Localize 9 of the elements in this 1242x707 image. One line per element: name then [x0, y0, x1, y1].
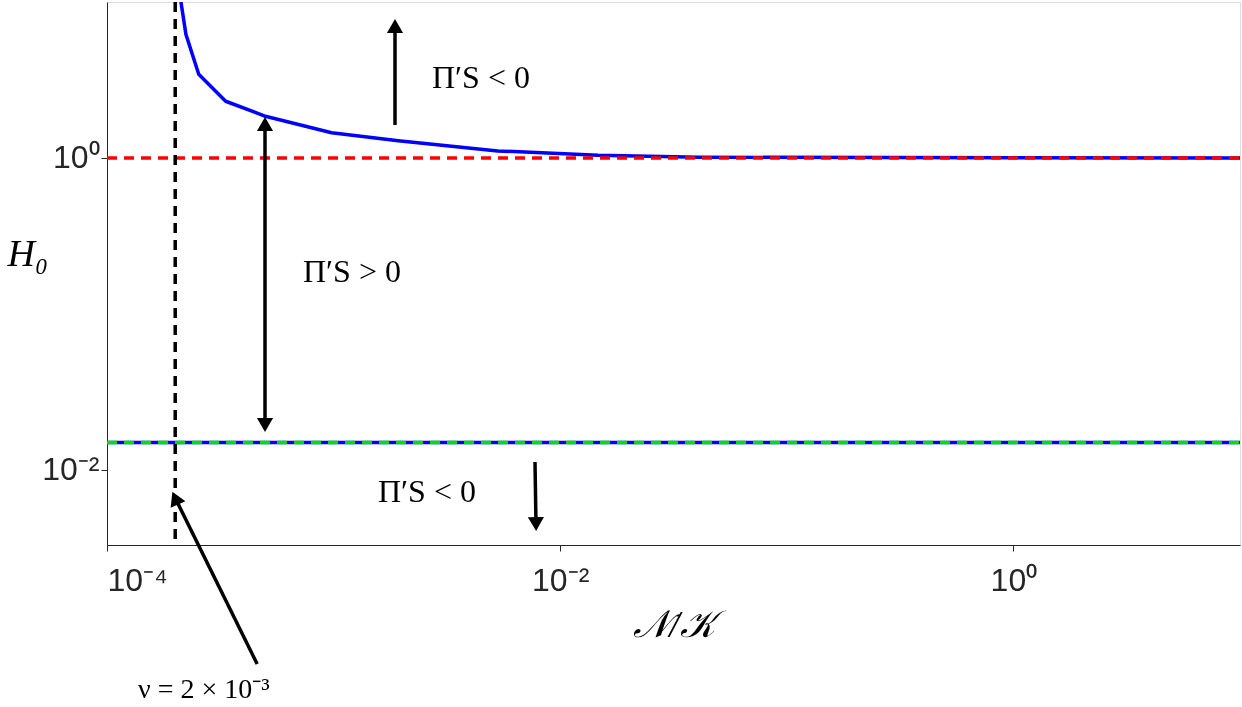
annotation: Π′S > 0: [303, 253, 401, 289]
x-tick-label: 10⁰: [990, 561, 1038, 598]
y-axis-title: H₀: [6, 232, 49, 274]
annotation: ν = 2 × 10⁻³: [138, 673, 270, 704]
x-tick-label: 10⁻⁴: [107, 561, 168, 598]
x-axis-title: 𝒩/𝒦: [633, 602, 727, 645]
x-tick-label: 10⁻²: [532, 561, 590, 598]
annotation: Π′S < 0: [378, 473, 476, 509]
annotation: Π′S < 0: [432, 59, 530, 95]
